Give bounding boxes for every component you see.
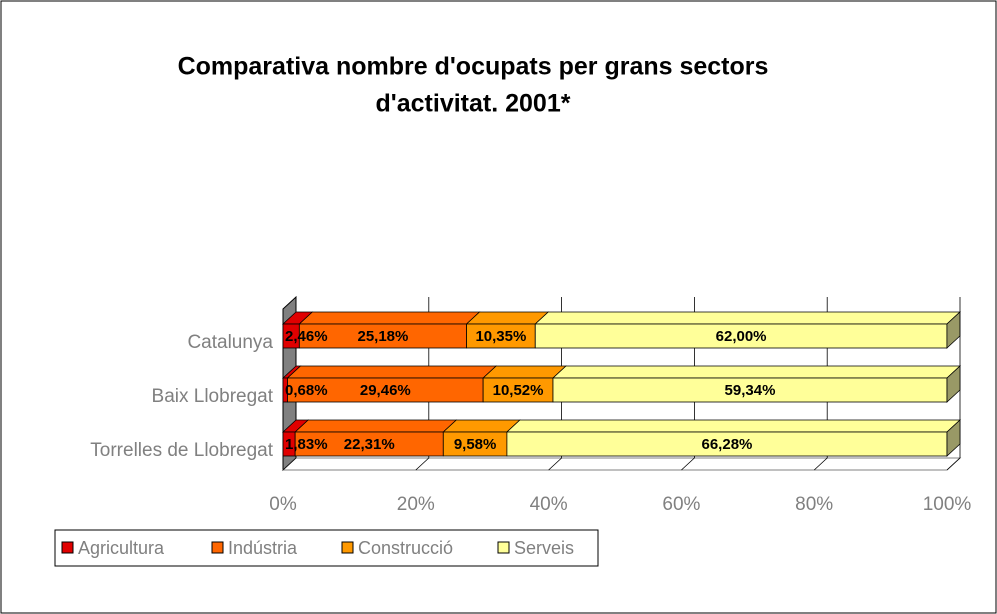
x-tick-label: 60%	[662, 494, 700, 515]
bar	[506, 431, 948, 457]
bar	[294, 431, 444, 457]
data-label: 29,46%	[360, 382, 411, 399]
data-label: 10,35%	[475, 328, 526, 345]
legend-swatch	[497, 541, 510, 554]
x-tick-label: 80%	[795, 494, 833, 515]
bar-top	[286, 365, 498, 379]
grid-line	[946, 297, 961, 471]
grid-line	[415, 297, 430, 471]
data-label: 2,46%	[285, 328, 328, 345]
bar	[298, 323, 467, 349]
data-label: 1,83%	[285, 436, 328, 453]
bar-top	[298, 311, 481, 325]
data-label: 10,52%	[493, 382, 544, 399]
category-label: Baix Llobregat	[152, 386, 274, 407]
bar	[534, 323, 948, 349]
data-label: 59,34%	[725, 382, 776, 399]
x-tick-label: 0%	[269, 494, 297, 515]
data-label: 9,58%	[454, 436, 497, 453]
data-label: 22,31%	[344, 436, 395, 453]
x-tick-label: 100%	[923, 494, 972, 515]
data-label: 25,18%	[357, 328, 408, 345]
grid-line	[282, 297, 297, 471]
data-label: 0,68%	[285, 382, 328, 399]
legend-label: Serveis	[514, 538, 574, 558]
legend-label: Agricultura	[78, 538, 165, 558]
legend-swatch	[61, 541, 74, 554]
legend-label: Indústria	[228, 538, 298, 558]
data-label: 66,28%	[702, 436, 753, 453]
bar	[442, 431, 508, 457]
floor	[281, 457, 962, 471]
grid-line	[548, 297, 562, 471]
data-label: 62,00%	[716, 328, 767, 345]
bar-top	[482, 365, 568, 379]
category-label: Torrelles de Llobregat	[90, 440, 273, 461]
bar-top	[551, 365, 962, 379]
legend-swatch	[341, 541, 354, 554]
bar-end	[946, 419, 961, 457]
legend-swatch	[211, 541, 224, 554]
bar-end	[946, 365, 961, 403]
bar	[552, 377, 948, 403]
x-tick-label: 40%	[530, 494, 568, 515]
chart-title: d'activitat. 2001*	[376, 90, 571, 118]
bar-top	[534, 311, 961, 325]
bar	[287, 377, 484, 403]
chart-title: Comparativa nombre d'ocupats per grans s…	[178, 53, 769, 81]
bar-end	[946, 311, 961, 349]
legend-label: Construcció	[358, 538, 453, 558]
grid-line	[681, 297, 695, 471]
category-label: Catalunya	[187, 332, 273, 353]
grid-line	[813, 297, 828, 471]
bar-top	[505, 419, 962, 433]
bar-top	[294, 419, 458, 433]
bar-top	[465, 311, 550, 325]
x-tick-label: 20%	[397, 494, 435, 515]
